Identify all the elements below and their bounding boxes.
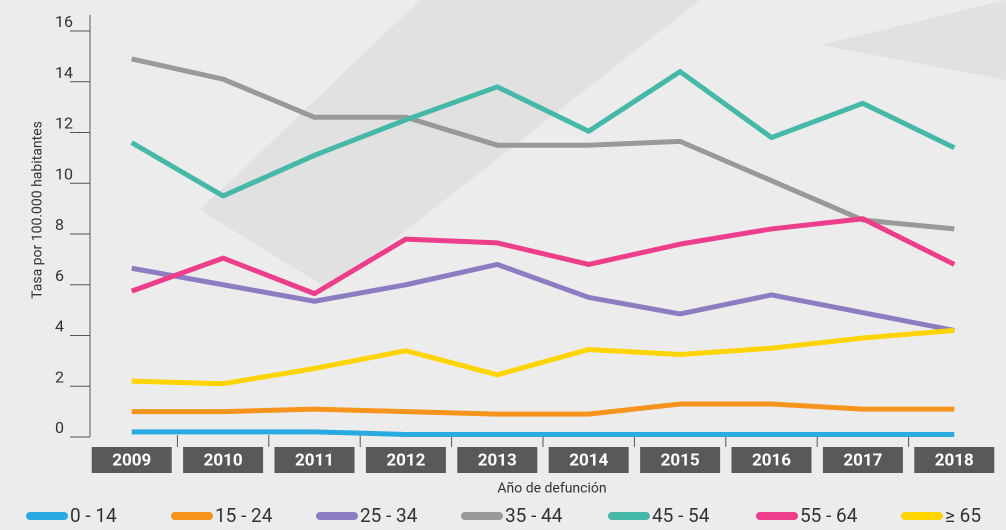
series-line xyxy=(131,429,955,437)
y-tick-label: 10 xyxy=(55,164,73,183)
series-line xyxy=(131,401,955,417)
decor xyxy=(820,0,1006,80)
y-tick-label: 8 xyxy=(55,215,64,234)
year-box xyxy=(731,447,812,473)
y-tick-label: 4 xyxy=(55,317,64,336)
x-tick-label: 2017 xyxy=(843,450,882,470)
year-box xyxy=(91,447,172,473)
x-tick-label: 2013 xyxy=(478,450,517,470)
y-tick-label: 0 xyxy=(55,418,64,437)
y-tick-label: 14 xyxy=(55,63,73,82)
series-line xyxy=(131,261,955,333)
y-tick-label: 16 xyxy=(55,12,73,31)
y-axis-label: Tasa por 100.000 habitantes xyxy=(30,121,46,299)
legend-label: 15 - 24 xyxy=(215,504,273,527)
legend-label: ≥ 65 xyxy=(945,504,981,527)
y-tick-label: 12 xyxy=(55,114,73,133)
x-tick-label: 2014 xyxy=(569,450,608,470)
series-line xyxy=(130,216,956,297)
x-tick-label: 2018 xyxy=(935,450,974,470)
y-tick-label: 6 xyxy=(55,266,64,285)
year-box xyxy=(457,447,538,473)
decor xyxy=(200,0,700,290)
year-box xyxy=(274,447,355,473)
legend-label: 0 - 14 xyxy=(70,504,117,527)
series-line xyxy=(131,327,955,387)
series-line xyxy=(130,69,956,199)
x-tick-label: 2011 xyxy=(295,450,334,470)
x-tick-label: 2016 xyxy=(752,450,791,470)
series-line xyxy=(131,56,955,232)
year-box xyxy=(548,447,629,473)
year-box xyxy=(640,447,721,473)
x-axis-label: Año de defunción xyxy=(497,481,606,497)
legend-label: 45 - 54 xyxy=(652,504,710,527)
legend-label: 55 - 64 xyxy=(800,504,858,527)
year-box xyxy=(365,447,446,473)
legend-label: 35 - 44 xyxy=(505,504,563,527)
x-tick-label: 2010 xyxy=(204,450,243,470)
legend-label: 25 - 34 xyxy=(360,504,418,527)
x-tick-label: 2012 xyxy=(386,450,425,470)
year-box xyxy=(183,447,264,473)
x-tick-label: 2015 xyxy=(661,450,700,470)
x-tick-label: 2009 xyxy=(112,450,151,470)
year-box xyxy=(822,447,903,473)
year-box xyxy=(914,447,995,473)
y-tick-label: 2 xyxy=(55,367,64,386)
